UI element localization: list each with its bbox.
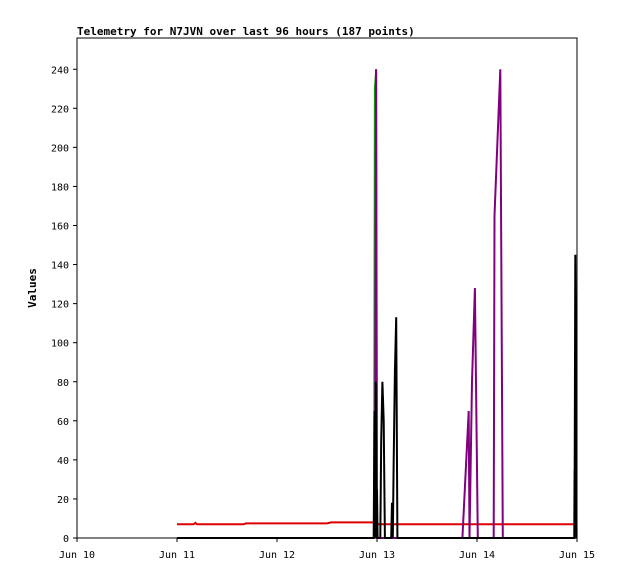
y-tick-label: 160 [51, 222, 69, 233]
chart-title: Telemetry for N7JVN over last 96 hours (… [77, 25, 415, 38]
y-tick-label: 140 [51, 261, 69, 272]
y-axis: 0 20 40 60 80 100 120 140 160 180 200 220 240 [51, 65, 77, 545]
x-tick-label: Jun 12 [259, 550, 295, 561]
x-tick-label: Jun 13 [359, 550, 395, 561]
y-tick-label: 40 [57, 456, 69, 467]
x-tick-label: Jun 15 [559, 550, 595, 561]
y-axis-label: Values [26, 268, 39, 308]
y-tick-label: 120 [51, 300, 69, 311]
y-tick-label: 20 [57, 495, 69, 506]
x-tick-label: Jun 14 [459, 550, 495, 561]
y-tick-label: 60 [57, 417, 69, 428]
y-tick-label: 0 [63, 534, 69, 545]
y-tick-label: 180 [51, 182, 69, 193]
y-tick-label: 200 [51, 143, 69, 154]
x-tick-label: Jun 10 [59, 550, 95, 561]
x-tick-label: Jun 11 [159, 550, 195, 561]
series-layer [177, 69, 578, 539]
y-tick-label: 100 [51, 339, 69, 350]
series-line-3 [373, 69, 575, 539]
y-tick-label: 220 [51, 104, 69, 115]
x-axis: Jun 10 Jun 11 Jun 12 Jun 13 Jun 14 Jun 15 [59, 538, 595, 561]
y-tick-label: 240 [51, 65, 69, 76]
series-line-4 [177, 254, 578, 539]
y-tick-label: 80 [57, 378, 69, 389]
